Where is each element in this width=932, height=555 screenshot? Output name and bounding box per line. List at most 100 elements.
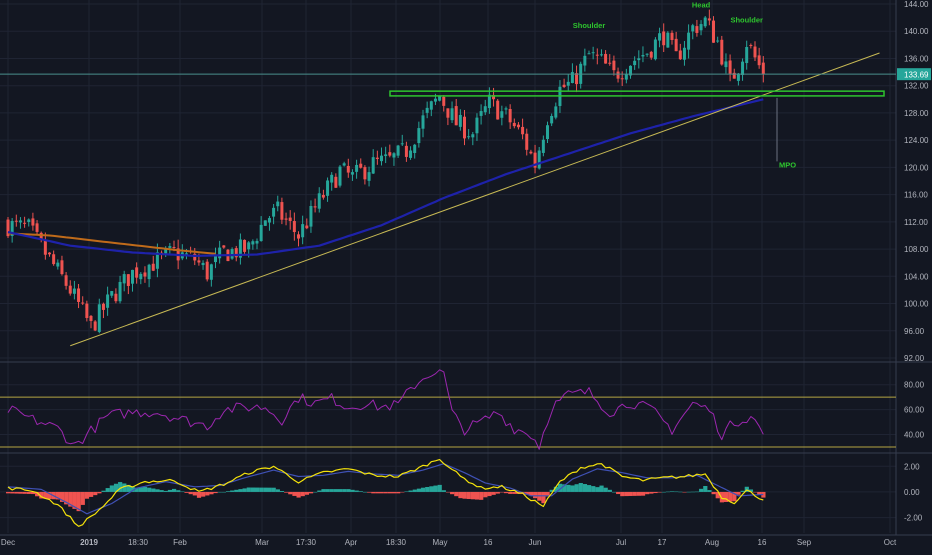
candle-body bbox=[114, 293, 118, 302]
macd-histogram-bar bbox=[47, 491, 52, 499]
candle-body bbox=[637, 58, 641, 61]
macd-histogram-bar bbox=[744, 486, 749, 492]
macd-histogram-bar bbox=[570, 485, 575, 492]
candle-body bbox=[753, 46, 757, 58]
macd-histogram-bar bbox=[338, 489, 343, 492]
macd-histogram-bar bbox=[587, 485, 592, 492]
macd-histogram-bar bbox=[450, 491, 455, 495]
macd-histogram-bar bbox=[358, 491, 363, 492]
candle-body bbox=[355, 164, 359, 172]
candle-body bbox=[326, 180, 330, 196]
candle-body bbox=[334, 176, 338, 188]
candle-body bbox=[23, 222, 27, 224]
candle-body bbox=[367, 172, 371, 181]
macd-histogram-bar bbox=[196, 491, 202, 498]
candle-body bbox=[720, 39, 724, 65]
candle-body bbox=[89, 315, 93, 321]
macd-histogram-bar bbox=[474, 491, 480, 500]
candle-body bbox=[703, 17, 707, 27]
candle-body bbox=[164, 248, 168, 254]
candle-body bbox=[550, 115, 554, 124]
candle-body bbox=[666, 32, 670, 48]
macd-histogram-bar bbox=[122, 483, 127, 492]
macd-histogram-bar bbox=[209, 491, 214, 495]
x-tick-label: Aug bbox=[705, 538, 719, 547]
macd-histogram-bar bbox=[35, 491, 40, 497]
macd-histogram-bar bbox=[678, 491, 683, 493]
macd-histogram-bar bbox=[607, 489, 612, 492]
x-tick-label: 18:30 bbox=[386, 538, 407, 547]
macd-histogram-bar bbox=[416, 488, 422, 492]
macd-histogram-bar bbox=[371, 491, 376, 494]
macd-histogram-bar bbox=[703, 486, 708, 492]
macd-histogram-bar bbox=[159, 490, 164, 492]
pattern-label-mpo: MPO bbox=[779, 160, 796, 169]
candle-body bbox=[251, 241, 255, 245]
macd-histogram-bar bbox=[719, 491, 724, 503]
candle-body bbox=[471, 134, 475, 138]
macd-signal-line bbox=[7, 463, 764, 515]
macd-tick-label: -2.00 bbox=[904, 514, 923, 523]
candle-body bbox=[97, 304, 101, 332]
candle-body bbox=[662, 31, 666, 46]
candle-body bbox=[566, 81, 570, 86]
neckline-support-zone bbox=[389, 90, 885, 97]
macd-histogram-bar bbox=[616, 491, 621, 495]
candle-body bbox=[595, 54, 599, 56]
candle-body bbox=[570, 72, 574, 83]
macd-histogram-bar bbox=[653, 491, 658, 494]
x-tick-label: Oct bbox=[884, 538, 897, 547]
macd-histogram-bar bbox=[267, 487, 272, 492]
macd-histogram-bar bbox=[10, 491, 15, 494]
candle-body bbox=[500, 111, 504, 118]
macd-histogram-bar bbox=[670, 491, 675, 492]
candle-body bbox=[504, 108, 508, 110]
current-price-label: 133.69 bbox=[904, 71, 929, 80]
macd-line bbox=[7, 459, 764, 527]
macd-histogram-bar bbox=[632, 491, 637, 496]
macd-histogram-bar bbox=[628, 491, 633, 496]
candle-body bbox=[745, 47, 749, 64]
macd-histogram-bar bbox=[375, 491, 380, 494]
macd-histogram-bar bbox=[180, 491, 185, 493]
candle-body bbox=[761, 62, 765, 75]
candle-body bbox=[633, 60, 637, 66]
x-tick-label: Dec bbox=[1, 538, 15, 547]
candle-body bbox=[512, 122, 516, 127]
macd-histogram-bar bbox=[176, 490, 181, 492]
macd-histogram-bar bbox=[599, 485, 604, 492]
candle-body bbox=[616, 71, 620, 79]
candle-body bbox=[247, 242, 251, 250]
candle-body bbox=[342, 163, 346, 166]
macd-histogram-bar bbox=[138, 487, 143, 492]
macd-histogram-bar bbox=[732, 491, 737, 502]
macd-histogram-bar bbox=[528, 491, 534, 496]
rsi-tick-label: 40.00 bbox=[904, 431, 925, 440]
candle-body bbox=[101, 303, 105, 310]
candle-body bbox=[64, 275, 68, 286]
candle-body bbox=[757, 55, 761, 66]
candle-body bbox=[641, 55, 645, 57]
pattern-label-shoulder: Shoulder bbox=[730, 15, 763, 24]
candle-body bbox=[433, 98, 437, 102]
x-tick-label: 17 bbox=[658, 538, 667, 547]
candle-body bbox=[238, 239, 242, 258]
macd-histogram-bar bbox=[296, 491, 301, 498]
x-tick-label: 16 bbox=[484, 538, 493, 547]
candle-body bbox=[454, 106, 458, 126]
candle-body bbox=[384, 154, 388, 157]
x-tick-label: Mar bbox=[255, 538, 269, 547]
macd-histogram-bar bbox=[682, 491, 687, 493]
macd-histogram-bar bbox=[59, 491, 65, 502]
candle-body bbox=[716, 40, 720, 42]
macd-histogram-bar bbox=[55, 491, 60, 500]
macd-histogram-bar bbox=[611, 491, 617, 493]
macd-histogram-bar bbox=[694, 491, 700, 493]
candle-body bbox=[375, 157, 379, 159]
candle-body bbox=[629, 65, 632, 76]
macd-histogram-bar bbox=[142, 486, 148, 492]
macd-histogram-bar bbox=[483, 491, 488, 498]
macd-histogram-bar bbox=[97, 491, 102, 494]
